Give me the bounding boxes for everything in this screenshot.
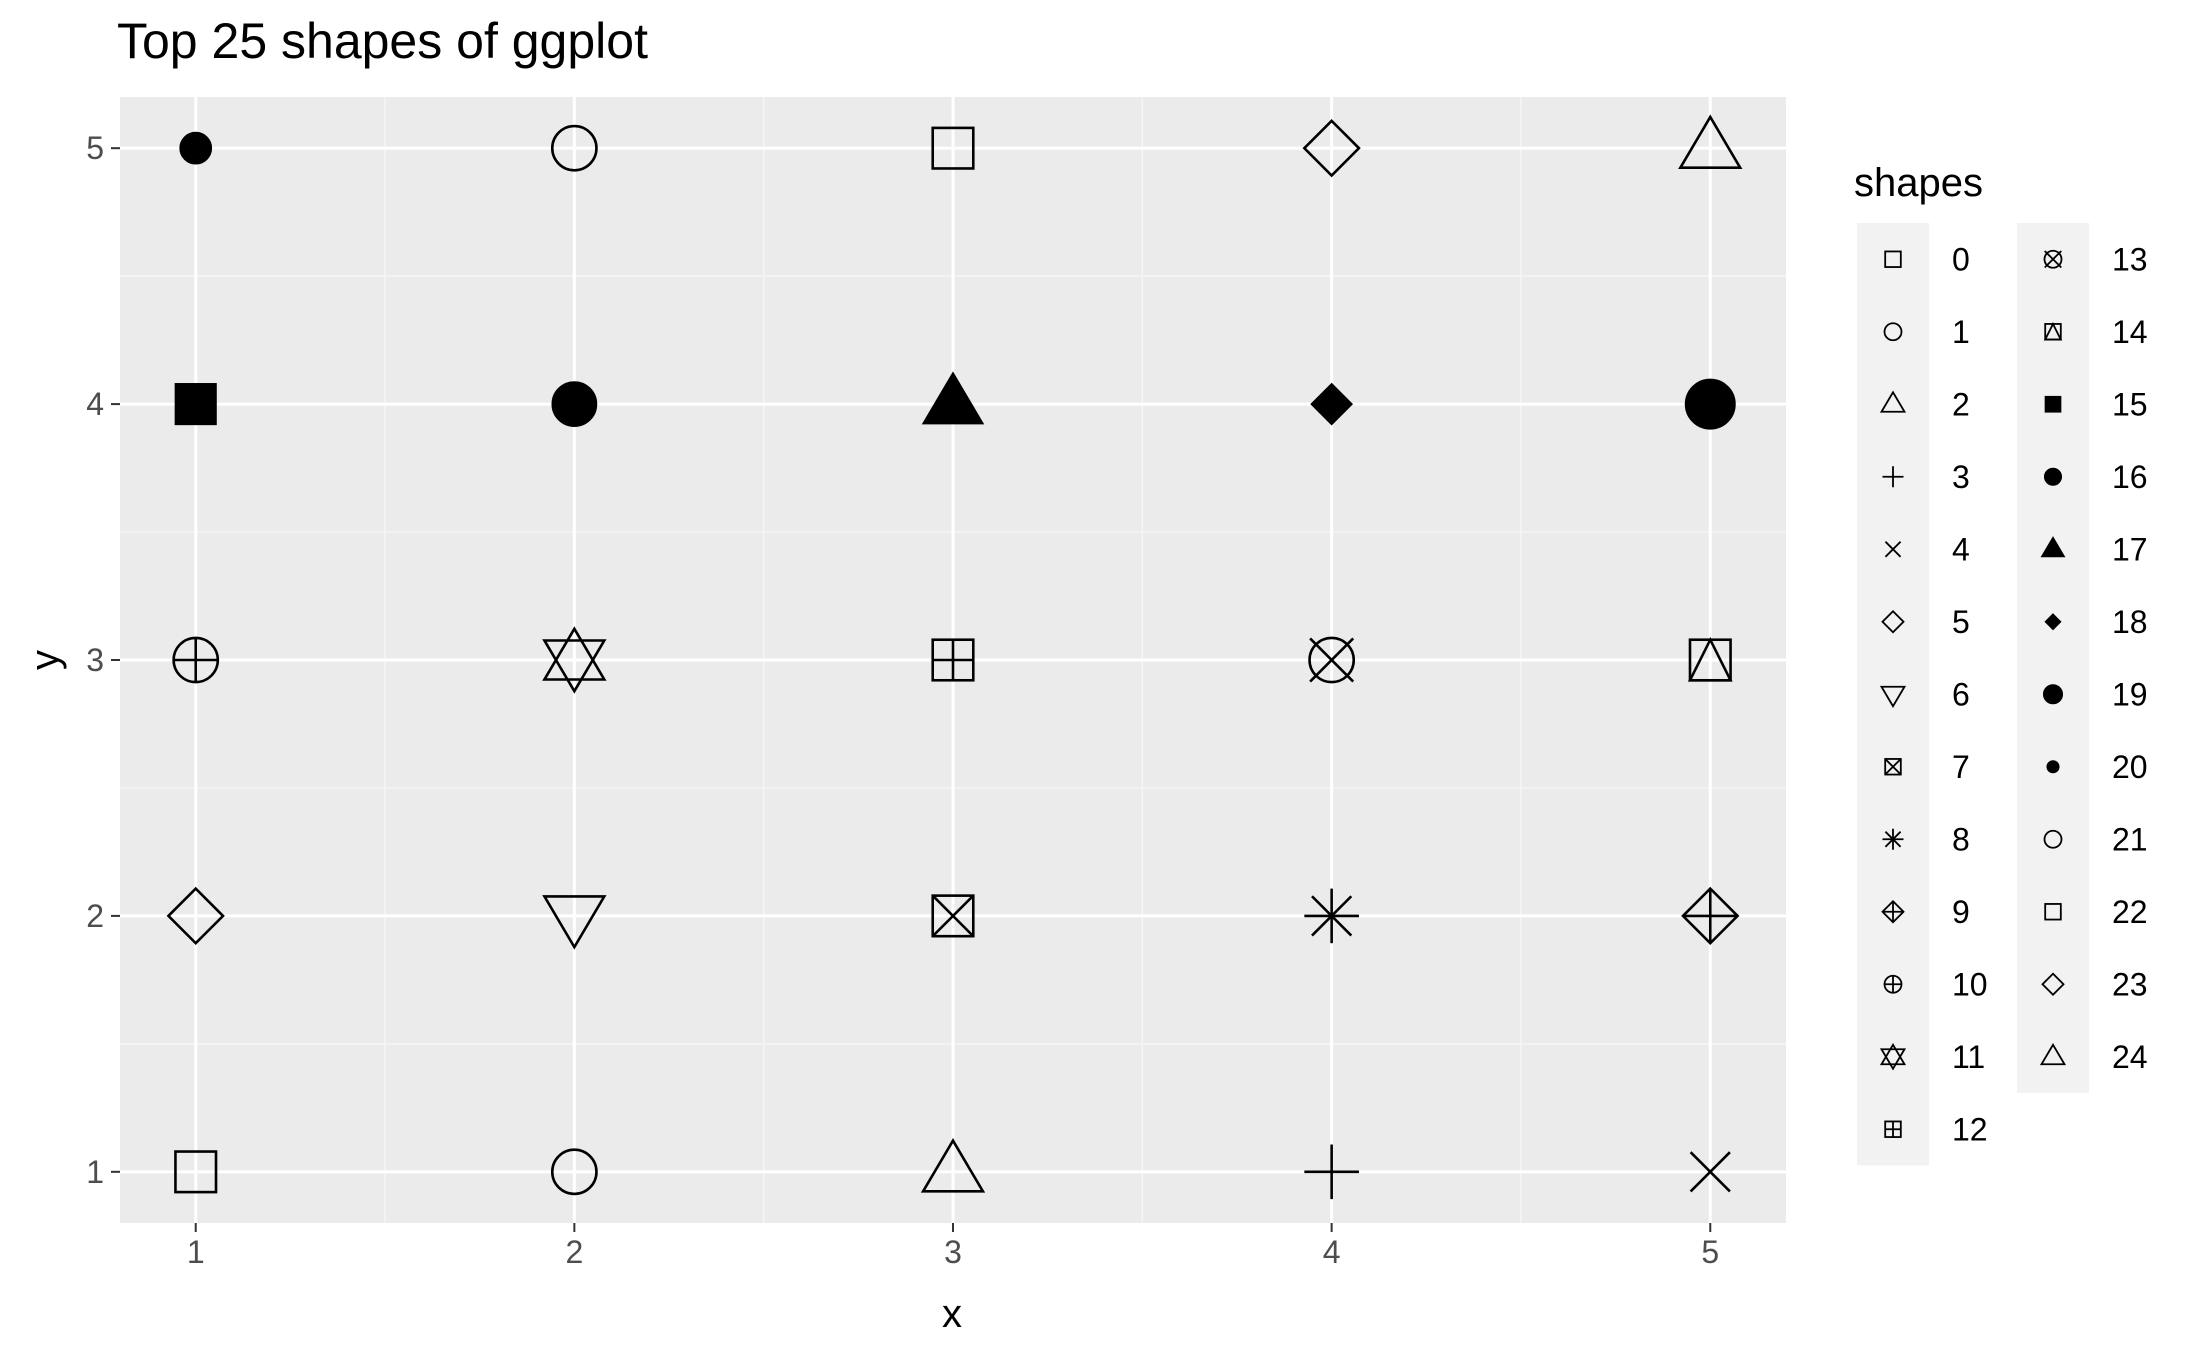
data-point (1310, 382, 1354, 426)
data-point (1304, 1144, 1359, 1200)
data-point (550, 124, 598, 172)
legend-key (1884, 250, 1902, 268)
legend-label: 0 (1952, 241, 1970, 277)
data-point (179, 131, 213, 165)
y-tick-label: 5 (86, 130, 104, 166)
legend-label: 12 (1952, 1111, 1988, 1147)
legend-key (1879, 390, 1907, 413)
legend-label: 23 (2112, 966, 2148, 1002)
data-point (931, 638, 975, 682)
legend-key (2041, 972, 2065, 997)
legend-key (1884, 541, 1902, 558)
data-point (1687, 636, 1733, 682)
x-tick-label: 1 (187, 1234, 205, 1270)
y-axis-title: y (23, 650, 67, 670)
legend-label: 5 (1952, 604, 1970, 640)
legend-label: 11 (1952, 1039, 1985, 1075)
y-tick-label: 3 (86, 642, 104, 678)
data-point (174, 383, 217, 426)
legend-label: 2 (1952, 386, 1970, 422)
legend-label: 19 (2112, 676, 2148, 712)
legend-label: 22 (2112, 894, 2148, 930)
legend-key (1879, 1042, 1907, 1071)
data-point (1689, 1151, 1731, 1193)
legend-key (2046, 760, 2060, 774)
data-point (1302, 119, 1361, 178)
x-axis-title: x (942, 1292, 962, 1336)
legend-key (1884, 1120, 1902, 1138)
legend-key (1883, 322, 1903, 342)
legend-label: 16 (2112, 459, 2148, 495)
legend-label: 1 (1952, 314, 1970, 350)
data-point (542, 626, 607, 694)
legend-label: 17 (2112, 531, 2148, 567)
legend-key (2044, 395, 2062, 413)
legend-label: 21 (2112, 821, 2148, 857)
data-points (166, 114, 1743, 1200)
x-tick-label: 2 (565, 1234, 583, 1270)
data-point (551, 381, 598, 427)
legend-label: 8 (1952, 821, 1970, 857)
data-point (550, 1148, 598, 1196)
data-point (931, 126, 975, 170)
data-point (1681, 886, 1740, 946)
legend-key (2042, 684, 2064, 705)
data-point (1304, 888, 1359, 944)
legend-key (2043, 321, 2063, 341)
legend-key-column (2017, 223, 2089, 1093)
data-point (1678, 114, 1743, 169)
legend-key (1882, 466, 1904, 488)
data-point (931, 894, 975, 938)
legend-label: 18 (2112, 604, 2148, 640)
legend-key (1881, 609, 1905, 634)
data-point (920, 1138, 986, 1193)
data-point (921, 371, 985, 425)
data-point (542, 895, 607, 950)
legend-label: 4 (1952, 531, 1970, 567)
data-point (1684, 378, 1736, 430)
data-point (1308, 636, 1356, 684)
legend-label: 10 (1952, 966, 1988, 1002)
legend-key (2040, 536, 2066, 558)
data-point (166, 886, 225, 946)
y-tick-label: 4 (86, 386, 104, 422)
legend-key-column (1857, 223, 1929, 1166)
legend-key (1879, 685, 1907, 709)
legend-key (2044, 613, 2062, 631)
legend-label: 24 (2112, 1039, 2148, 1075)
legend-key (1884, 758, 1902, 776)
legend-label: 13 (2112, 241, 2148, 277)
y-tick-label: 1 (86, 1154, 104, 1190)
x-tick-label: 5 (1701, 1234, 1719, 1270)
legend-key (2043, 249, 2063, 269)
legend-label: 15 (2112, 386, 2148, 422)
x-tick-label: 4 (1323, 1234, 1341, 1270)
x-tick-label: 3 (944, 1234, 962, 1270)
legend-key (2043, 829, 2063, 849)
legend-key (2043, 467, 2063, 486)
legend-key (2044, 903, 2062, 921)
legend-label: 7 (1952, 749, 1970, 785)
chart-title: Top 25 shapes of ggplot (117, 13, 648, 69)
data-point (172, 636, 220, 684)
data-point (174, 1150, 218, 1194)
legend-key (1881, 899, 1905, 924)
legend-title: shapes (1854, 161, 1983, 205)
y-tick-label: 2 (86, 898, 104, 934)
legend-key (1882, 828, 1904, 850)
legend-key (2039, 1042, 2067, 1066)
legend: shapes 012345678910111213141516171819202… (1854, 161, 2148, 1166)
legend-label: 6 (1952, 676, 1970, 712)
axes: 1 2 3 4 5 1 2 3 4 5 (86, 130, 1719, 1270)
legend-key (1883, 974, 1903, 994)
legend-label: 20 (2112, 749, 2148, 785)
legend-label: 3 (1952, 459, 1970, 495)
legend-label: 9 (1952, 894, 1970, 930)
legend-label: 14 (2112, 314, 2148, 350)
